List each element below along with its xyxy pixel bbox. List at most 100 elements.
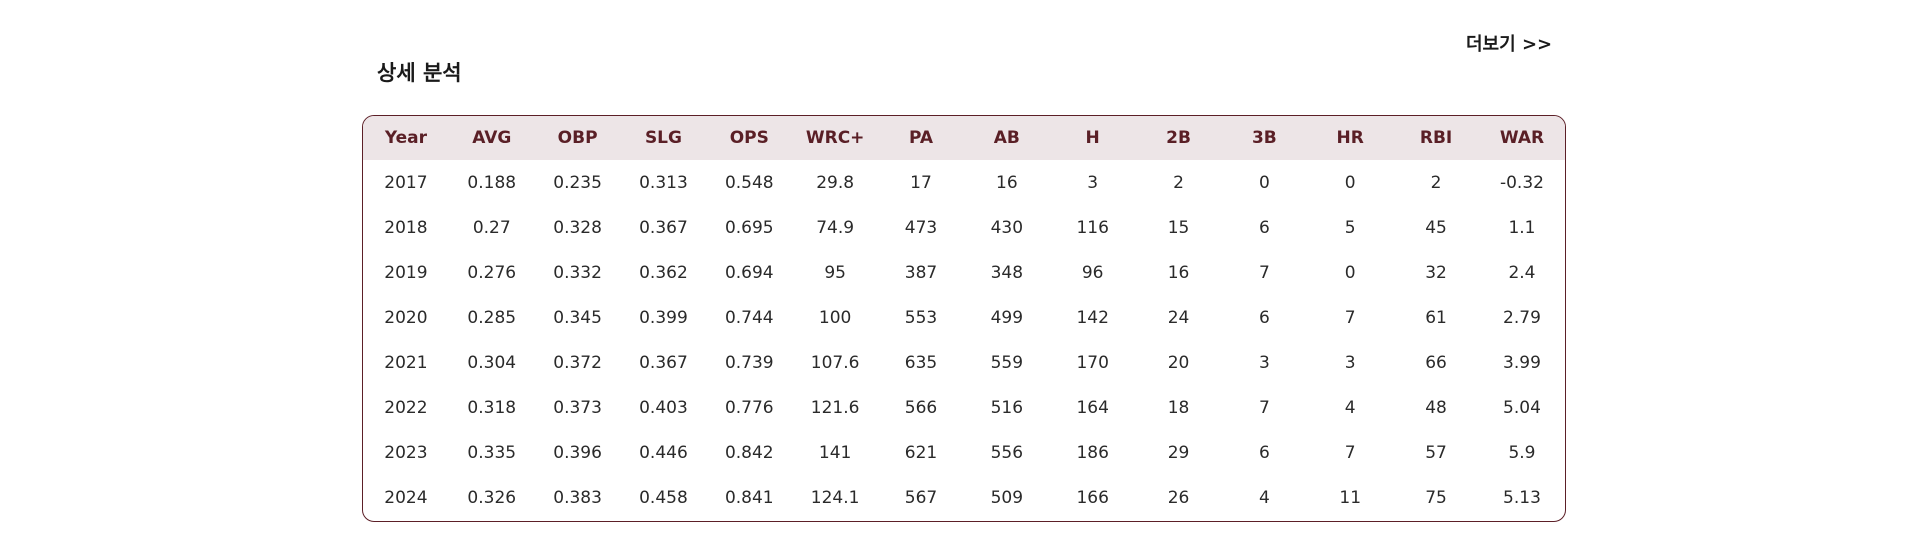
column-header-avg: AVG [472,128,512,148]
table-row: 2023 0.335 0.396 0.446 0.842 141 621 556 186 29 6 7… [363,430,1565,475]
table-cell: 0.188 [467,172,517,193]
column-header-war: WAR [1499,128,1545,148]
table-cell: 0.332 [553,262,602,283]
table-cell: 26 [1167,487,1190,508]
table-cell: 2 [1173,172,1184,193]
column-header-rbi: RBI [1419,128,1453,148]
column-header-wrc: WRC+ [805,128,865,148]
table-cell: 3 [1258,352,1270,373]
table-cell: 0.367 [639,352,688,373]
table-cell: 6 [1258,217,1270,238]
table-cell: 11 [1339,487,1362,508]
table-cell: 499 [990,307,1024,328]
table-cell: 116 [1076,217,1109,238]
table-cell: 57 [1425,442,1447,463]
table-cell: 621 [904,442,938,463]
table-cell: 48 [1425,397,1447,418]
header-row: Year AVG OBP SLG OPS WRC+ PA AB H 2B 3B HR RBI WAR [363,116,1565,160]
table-cell: 0.362 [639,262,688,283]
table-cell: 2018 [384,217,428,238]
table-cell: 107.6 [810,352,860,373]
table-cell: 96 [1081,262,1104,283]
table-cell: 45 [1425,217,1447,238]
table-cell: 121.6 [810,397,860,418]
table-cell: 16 [1167,262,1190,283]
table-cell: 7 [1258,262,1270,283]
table-cell: 0.304 [467,352,517,373]
table-cell: 0.744 [724,307,774,328]
table-cell: 0 [1344,262,1356,283]
table-cell: 0.373 [553,397,602,418]
table-row: 2017 0.188 0.235 0.313 0.548 29.8 17 16 3 2 0 0 2 -0.… [363,160,1565,205]
table-cell: 5.9 [1508,442,1536,463]
table-cell: 0 [1344,172,1356,193]
table-cell: 387 [904,262,938,283]
column-header-obp: OBP [557,128,598,148]
table-cell: 0.313 [639,172,688,193]
table-cell: -0.32 [1499,172,1544,193]
table-cell: 2019 [384,262,428,283]
table-cell: 6 [1258,442,1270,463]
table-cell: 2022 [384,397,428,418]
table-cell: 509 [990,487,1024,508]
table-cell: 4 [1258,487,1270,508]
table-cell: 0.842 [724,442,774,463]
table-row: 2019 0.276 0.332 0.362 0.694 95 387 348 96 16 7 0 32… [363,250,1565,295]
table-cell: 3.99 [1503,352,1541,373]
table-cell: 186 [1076,442,1109,463]
table-cell: 566 [904,397,938,418]
table-cell: 1.1 [1508,217,1536,238]
table-cell: 0.328 [553,217,602,238]
table-cell: 559 [990,352,1024,373]
table-cell: 17 [910,172,932,193]
table-cell: 553 [904,307,938,328]
table-cell: 166 [1076,487,1109,508]
table-cell: 516 [990,397,1024,418]
column-header-year: Year [384,128,427,148]
table-cell: 6 [1258,307,1270,328]
table-cell: 74.9 [816,217,855,238]
table-cell: 32 [1425,262,1447,283]
table-cell: 0.372 [553,352,602,373]
table-cell: 7 [1258,397,1270,418]
table-row: 2024 0.326 0.383 0.458 0.841 124.1 567 509 166 26… [363,475,1565,520]
column-header-2b: 2B [1166,128,1191,148]
table-cell: 124.1 [810,487,860,508]
table-row: 2021 0.304 0.372 0.367 0.739 107.6 635 559 170 20… [363,340,1565,385]
table-cell: 0.396 [553,442,602,463]
table-cell: 473 [904,217,938,238]
table-cell: 0.694 [724,262,774,283]
table-cell: 2024 [384,487,428,508]
table-header: Year AVG OBP SLG OPS WRC+ PA AB H 2B 3B HR RBI WAR [363,116,1565,160]
table-cell: 95 [824,262,846,283]
table-cell: 0.345 [553,307,602,328]
table-cell: 0.326 [467,487,517,508]
table-cell: 5 [1344,217,1356,238]
table-cell: 164 [1076,397,1109,418]
table-cell: 0.235 [553,172,602,193]
table-row: 2020 0.285 0.345 0.399 0.744 100 553 499 142 24 6 7… [363,295,1565,340]
table-cell: 3 [1344,352,1356,373]
table-cell: 0.458 [639,487,688,508]
table-cell: 0.276 [467,262,517,283]
stats-table-container: Year AVG OBP SLG OPS WRC+ PA AB H 2B 3B HR RBI WAR 20… [362,115,1566,522]
table-cell: 430 [990,217,1024,238]
column-header-h: H [1085,128,1100,148]
column-header-3b: 3B [1251,128,1277,148]
column-header-hr: HR [1336,128,1364,148]
table-cell: 0.399 [639,307,688,328]
table-cell: 0.695 [724,217,774,238]
table-cell: 61 [1425,307,1447,328]
more-link[interactable]: 더보기 >> [1466,34,1553,55]
column-header-ops: OPS [729,128,769,148]
table-cell: 0 [1258,172,1270,193]
table-cell: 7 [1344,442,1356,463]
table-cell: 2017 [384,172,428,193]
table-cell: 100 [818,307,852,328]
table-cell: 0.548 [724,172,774,193]
column-header-slg: SLG [644,128,682,148]
table-cell: 5.13 [1503,487,1541,508]
table-cell: 2 [1430,172,1442,193]
table-cell: 4 [1344,397,1356,418]
table-cell: 567 [904,487,938,508]
